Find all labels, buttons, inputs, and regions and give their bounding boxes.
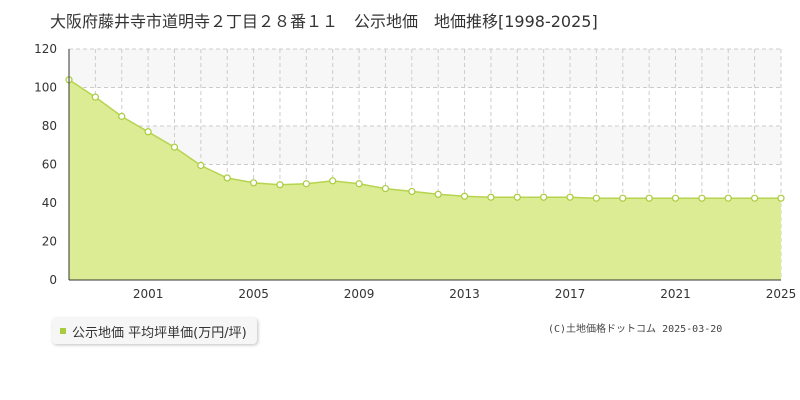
data-point [566,193,574,201]
y-tick-label: 100 [34,81,57,95]
plot-band [69,87,781,126]
data-point [249,179,258,187]
x-tick-label: 2013 [449,287,480,301]
data-point [329,177,337,185]
y-tick-label: 120 [34,42,57,56]
x-tick-label: 2017 [555,287,586,301]
x-tick-label: 2001 [133,287,164,301]
data-point [645,194,653,202]
y-tick-label: 0 [49,273,57,287]
data-point [276,181,284,189]
data-point [592,194,601,202]
data-point [355,180,363,188]
data-point [619,194,627,202]
data-point [144,128,152,136]
credit-text: (C)土地価格ドットコム 2025-03-20 [548,324,723,335]
y-tick-label: 20 [42,235,57,249]
data-point [197,161,205,170]
chart-title: 大阪府藤井寺市道明寺２丁目２８番１１ 公示地価 地価推移[1998-2025] [50,12,598,31]
y-tick-label: 40 [42,196,57,210]
data-point [118,112,126,120]
data-point [724,194,732,202]
data-point [460,192,469,200]
x-tick-label: 2009 [344,287,375,301]
data-point [513,193,521,201]
data-point [91,93,99,101]
data-point [698,194,706,202]
y-tick-label: 80 [42,119,57,133]
data-point [751,194,759,202]
data-point [434,190,442,198]
y-tick-label: 60 [42,158,57,172]
data-point [302,180,310,188]
data-point [170,143,179,151]
data-point [487,193,495,201]
data-point [540,193,548,201]
legend-label: 公示地価 平均坪単価(万円/坪) [72,325,247,341]
legend: 公示地価 平均坪単価(万円/坪) [52,318,257,344]
x-tick-label: 2021 [660,287,691,301]
data-point [777,194,785,202]
x-tick-label: 2005 [238,287,269,301]
data-point [408,187,416,196]
plot-band [69,49,781,88]
legend-swatch [60,328,66,334]
x-tick-label: 2025 [766,287,797,301]
series-line [68,79,781,199]
data-point [223,174,231,182]
series-area [69,79,781,280]
data-point [381,184,390,193]
data-point [671,194,680,202]
